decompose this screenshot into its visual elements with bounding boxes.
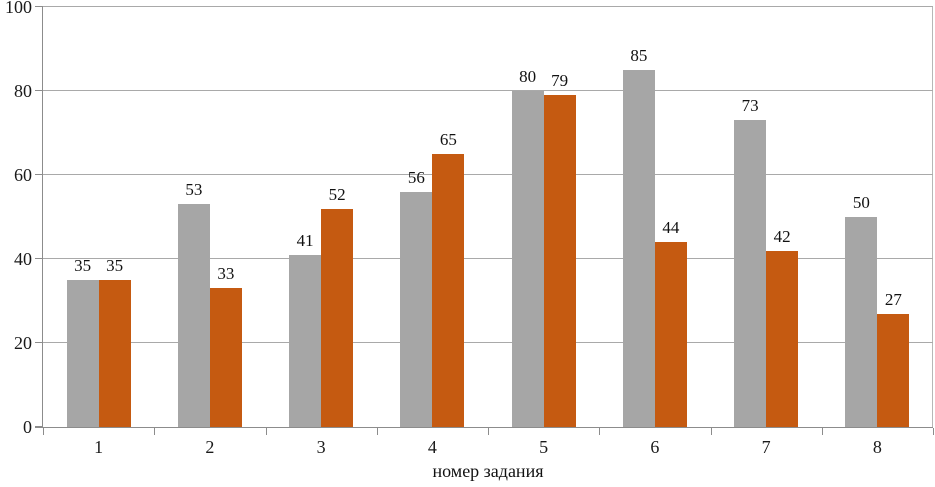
x-axis-line — [35, 427, 933, 428]
y-axis-tick — [35, 90, 43, 91]
bar-series-gray-cat1 — [66, 280, 99, 427]
gridline-80 — [43, 90, 933, 91]
value-label-series-gray-cat2: 53 — [185, 180, 203, 200]
x-axis-title: номер задания — [432, 461, 544, 481]
y-tick-label: 0 — [23, 417, 32, 437]
value-label-series-orange-cat7: 42 — [773, 226, 791, 246]
x-axis-tick — [488, 428, 489, 435]
x-tick-label-7: 7 — [761, 437, 771, 457]
bar-series-gray-cat5 — [511, 91, 544, 427]
bar-series-orange-cat2 — [209, 288, 242, 427]
y-axis-tick — [35, 258, 43, 259]
x-axis-tick — [376, 428, 378, 435]
plot-right-border — [932, 7, 933, 427]
x-axis-tick — [933, 428, 934, 435]
bar-series-orange-cat1 — [98, 280, 131, 427]
value-label-series-orange-cat1: 35 — [106, 256, 124, 275]
x-tick-label-8: 8 — [872, 437, 882, 457]
x-axis-tick — [710, 428, 712, 435]
value-label-series-orange-cat2: 33 — [217, 264, 235, 284]
y-axis-tick — [35, 6, 43, 7]
bar-series-orange-cat3 — [321, 208, 354, 427]
plot-area — [43, 6, 933, 427]
bar-series-gray-cat4 — [400, 191, 433, 427]
y-axis-line — [42, 7, 43, 427]
x-tick-label-4: 4 — [427, 437, 437, 457]
x-tick-label-1: 1 — [94, 437, 104, 457]
bar-series-gray-cat8 — [845, 217, 878, 427]
x-axis-tick — [43, 428, 44, 435]
value-label-series-gray-cat5: 80 — [519, 67, 537, 86]
x-axis-tick — [599, 428, 601, 435]
y-tick-label: 20 — [14, 333, 32, 353]
gridline-20 — [43, 342, 933, 343]
gridline-40 — [43, 258, 933, 259]
value-label-series-orange-cat8: 27 — [884, 289, 902, 309]
value-label-series-orange-cat6: 44 — [662, 218, 680, 238]
value-label-series-gray-cat3: 41 — [296, 230, 314, 250]
y-axis-tick — [35, 426, 43, 427]
value-label-series-gray-cat4: 56 — [407, 167, 425, 187]
y-tick-label: 40 — [14, 249, 32, 269]
x-tick-label-3: 3 — [316, 437, 326, 457]
x-tick-label-5: 5 — [539, 437, 549, 457]
bar-series-gray-cat2 — [177, 204, 210, 427]
y-tick-label: 80 — [14, 81, 32, 101]
bar-series-orange-cat4 — [432, 154, 465, 427]
value-label-series-gray-cat8: 50 — [852, 193, 870, 212]
y-axis-tick — [35, 342, 43, 343]
value-label-series-gray-cat1: 35 — [74, 256, 92, 275]
gridline-100 — [43, 6, 933, 7]
value-label-series-gray-cat7: 73 — [741, 96, 759, 116]
y-tick-label: 60 — [14, 165, 32, 185]
x-tick-label-2: 2 — [205, 437, 215, 457]
x-axis-tick — [821, 428, 823, 435]
x-axis-tick — [154, 428, 156, 435]
bar-series-orange-cat6 — [654, 242, 687, 427]
value-label-series-orange-cat5: 79 — [551, 71, 569, 91]
value-label-series-gray-cat6: 85 — [630, 46, 648, 65]
y-axis-tick — [35, 174, 43, 175]
x-axis-tick — [265, 428, 267, 435]
y-tick-label: 100 — [5, 0, 32, 17]
value-label-series-orange-cat3: 52 — [328, 184, 346, 204]
gridline-60 — [43, 174, 933, 175]
bar-series-gray-cat6 — [622, 70, 655, 427]
bar-series-orange-cat5 — [543, 95, 576, 427]
bar-series-orange-cat7 — [766, 250, 799, 427]
bar-series-gray-cat3 — [289, 254, 322, 427]
value-label-series-orange-cat4: 65 — [439, 130, 457, 149]
bar-series-gray-cat7 — [734, 120, 767, 427]
bar-series-orange-cat8 — [877, 313, 910, 427]
x-tick-label-6: 6 — [650, 437, 660, 457]
